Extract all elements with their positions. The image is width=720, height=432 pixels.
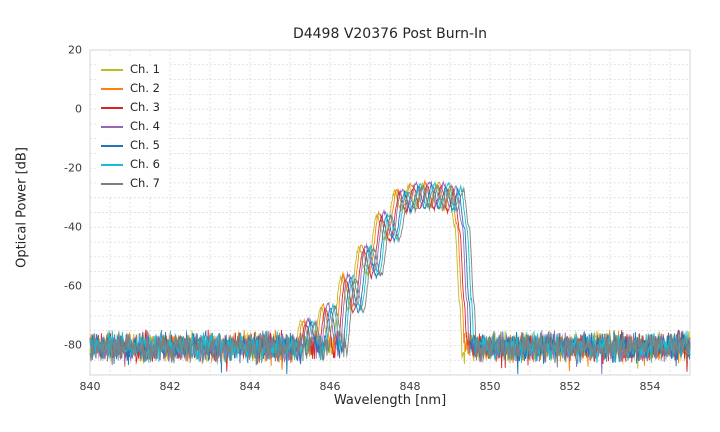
- y-tick-label: -40: [64, 220, 82, 234]
- y-tick-label: 0: [75, 102, 82, 116]
- legend-item: Ch. 5: [101, 136, 160, 155]
- legend-item: Ch. 6: [101, 155, 160, 174]
- legend-label: Ch. 7: [130, 176, 160, 190]
- legend-label: Ch. 2: [130, 81, 160, 95]
- legend-label: Ch. 1: [130, 62, 160, 76]
- x-tick-label: 850: [479, 380, 501, 393]
- legend-item: Ch. 3: [101, 98, 160, 117]
- x-tick-label: 852: [559, 380, 581, 393]
- x-tick-label: 844: [239, 380, 261, 393]
- legend-line-swatch: [101, 87, 123, 90]
- x-tick-label: 840: [79, 380, 101, 393]
- y-tick-label: -20: [64, 161, 82, 175]
- legend-line-swatch: [101, 125, 123, 128]
- legend-line-swatch: [101, 68, 123, 71]
- legend-line-swatch: [101, 144, 123, 147]
- x-tick-label: 846: [319, 380, 341, 393]
- y-tick-label: -60: [64, 279, 82, 293]
- legend-line-swatch: [101, 106, 123, 109]
- legend-label: Ch. 6: [130, 157, 160, 171]
- legend-item: Ch. 4: [101, 117, 160, 136]
- x-tick-label: 848: [399, 380, 421, 393]
- x-axis-label: Wavelength [nm]: [333, 393, 447, 408]
- x-tick-label: 842: [159, 380, 181, 393]
- x-tick-label: 854: [639, 380, 661, 393]
- y-tick-label: 20: [68, 43, 82, 57]
- legend-label: Ch. 3: [130, 100, 160, 114]
- y-axis-label: Optical Power [dB]: [14, 147, 30, 268]
- legend: Ch. 1 Ch. 2 Ch. 3 Ch. 4 Ch. 5 Ch. 6 Ch. 7: [97, 56, 168, 197]
- legend-item: Ch. 1: [101, 60, 160, 79]
- legend-item: Ch. 2: [101, 79, 160, 98]
- legend-line-swatch: [101, 163, 123, 166]
- legend-label: Ch. 5: [130, 138, 160, 152]
- legend-item: Ch. 7: [101, 174, 160, 193]
- legend-label: Ch. 4: [130, 119, 160, 133]
- chart-title: D4498 V20376 Post Burn-In: [292, 26, 488, 42]
- y-tick-label: -80: [64, 338, 82, 352]
- legend-line-swatch: [101, 182, 123, 185]
